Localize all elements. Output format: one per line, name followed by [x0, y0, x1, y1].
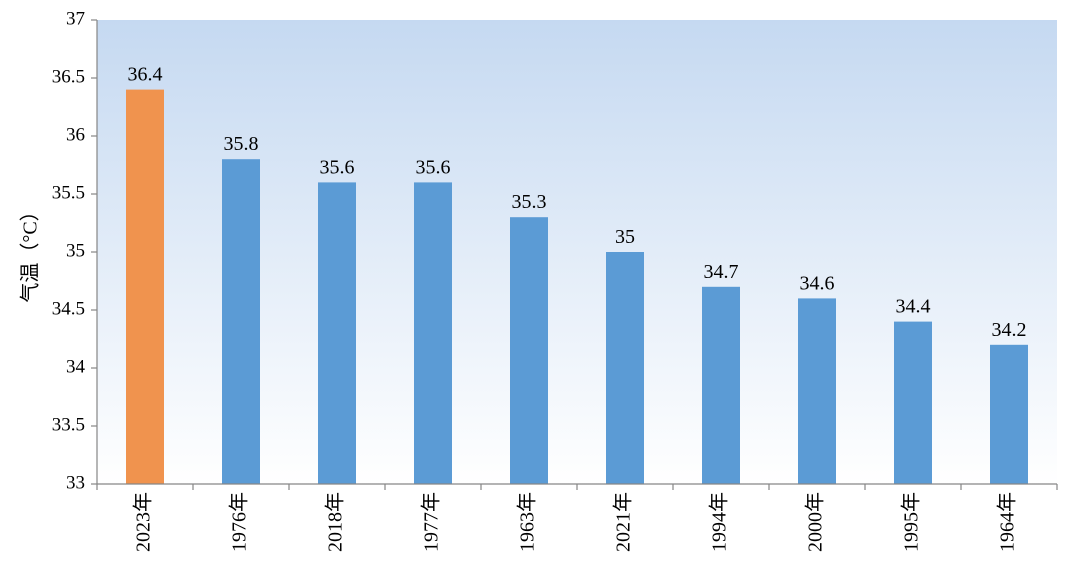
x-tick-label: 1995年	[900, 492, 923, 552]
bar	[702, 286, 740, 484]
y-tick-label: 33	[66, 472, 85, 493]
y-tick-label: 35.5	[52, 182, 85, 203]
x-tick-label: 1994年	[708, 492, 731, 552]
bar	[318, 182, 356, 484]
bar	[222, 159, 260, 484]
bar	[414, 182, 452, 484]
y-tick-label: 34.5	[52, 298, 85, 319]
data-label: 34.6	[800, 272, 835, 294]
x-tick-label: 2018年	[324, 492, 347, 552]
bar	[894, 321, 932, 484]
bars-group	[126, 89, 1028, 484]
data-label: 34.2	[992, 319, 1027, 341]
bar	[510, 217, 548, 484]
data-label: 35.6	[320, 156, 355, 178]
y-axis-title: 气温（°C）	[19, 201, 42, 302]
data-label: 35	[615, 226, 635, 248]
x-tick-label: 1976年	[228, 492, 251, 552]
data-label: 36.4	[128, 64, 163, 86]
x-tick-label: 2021年	[612, 492, 635, 552]
y-tick-label: 36	[66, 124, 85, 145]
y-tick-label: 36.5	[52, 66, 85, 87]
x-tick-label: 2023年	[132, 492, 155, 552]
data-label: 35.6	[416, 156, 451, 178]
x-ticks-group: 2023年 1976年 2018年 1977年 1963年 2021年 1994年 2000年…	[96, 484, 1058, 552]
bar	[990, 344, 1028, 484]
y-tick-label: 33.5	[52, 414, 85, 435]
y-tick-label: 37	[66, 8, 85, 29]
x-tick-label: 1977年	[420, 492, 443, 552]
value-labels-group: 36.4 35.8 35.6 35.6 35.3 35 34.7 34.6 34.4 34.2	[128, 64, 1027, 341]
bar	[126, 89, 164, 484]
x-tick-label: 2000年	[804, 492, 827, 552]
data-label: 35.3	[512, 191, 547, 213]
y-ticks-group: 33 33.5 34 34.5 35 35.5 36 36.5 37	[52, 8, 97, 493]
bar	[606, 252, 644, 484]
y-tick-label: 34	[66, 356, 86, 377]
data-label: 34.7	[704, 261, 739, 283]
data-label: 34.4	[896, 296, 931, 318]
x-tick-label: 1964年	[996, 492, 1019, 552]
x-tick-label: 1963年	[516, 492, 539, 552]
y-tick-label: 35	[66, 240, 85, 261]
bar	[798, 298, 836, 484]
data-label: 35.8	[224, 133, 259, 155]
